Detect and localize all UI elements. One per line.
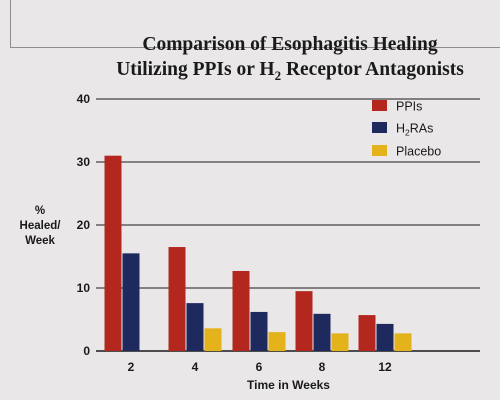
bar <box>394 333 412 351</box>
x-tick-label: 4 <box>192 360 199 374</box>
y-tick-label: 20 <box>77 218 91 232</box>
bar <box>331 333 349 351</box>
bar <box>358 315 376 351</box>
y-axis-label-line: % <box>34 205 46 217</box>
y-tick-label: 0 <box>83 344 90 358</box>
y-tick-label: 30 <box>77 155 91 169</box>
legend-label: H2RAs <box>396 122 433 138</box>
y-axis-label-line: Healed/ <box>19 220 61 232</box>
chart-title-line2: Utilizing PPIs or H <box>116 59 275 80</box>
bar <box>104 155 122 351</box>
y-axis-label-line: Week <box>25 235 55 247</box>
x-tick-label: 8 <box>319 360 326 374</box>
chart-title-subscript: 2 <box>274 67 282 83</box>
y-tick-label: 40 <box>77 92 91 106</box>
bar <box>122 253 140 351</box>
y-tick-label: 10 <box>77 281 91 295</box>
x-axis-label: Time in Weeks <box>247 378 330 392</box>
bar <box>186 303 204 351</box>
bar <box>250 311 268 351</box>
bar <box>204 328 222 351</box>
legend-swatch <box>372 122 387 133</box>
legend-label: Placebo <box>396 145 441 159</box>
x-tick-label: 12 <box>378 360 392 374</box>
bar <box>232 270 250 351</box>
chart-title-line1: Comparison of Esophagitis Healing <box>142 34 438 55</box>
bar <box>376 323 394 351</box>
x-tick-label: 6 <box>256 360 263 374</box>
legend-swatch <box>372 145 387 156</box>
chart-title: Comparison of Esophagitis Healing Utiliz… <box>80 32 500 88</box>
legend-swatch <box>372 100 387 111</box>
bar <box>295 291 313 351</box>
bar <box>168 247 186 351</box>
chart-title-line2-end: Receptor Antagonists <box>281 59 464 80</box>
bar <box>268 332 286 351</box>
x-tick-label: 2 <box>128 360 135 374</box>
bar <box>313 313 331 351</box>
y-axis-label: % Healed/ Week <box>0 204 80 249</box>
legend-label: PPIs <box>396 100 422 114</box>
page-frame <box>10 0 500 48</box>
